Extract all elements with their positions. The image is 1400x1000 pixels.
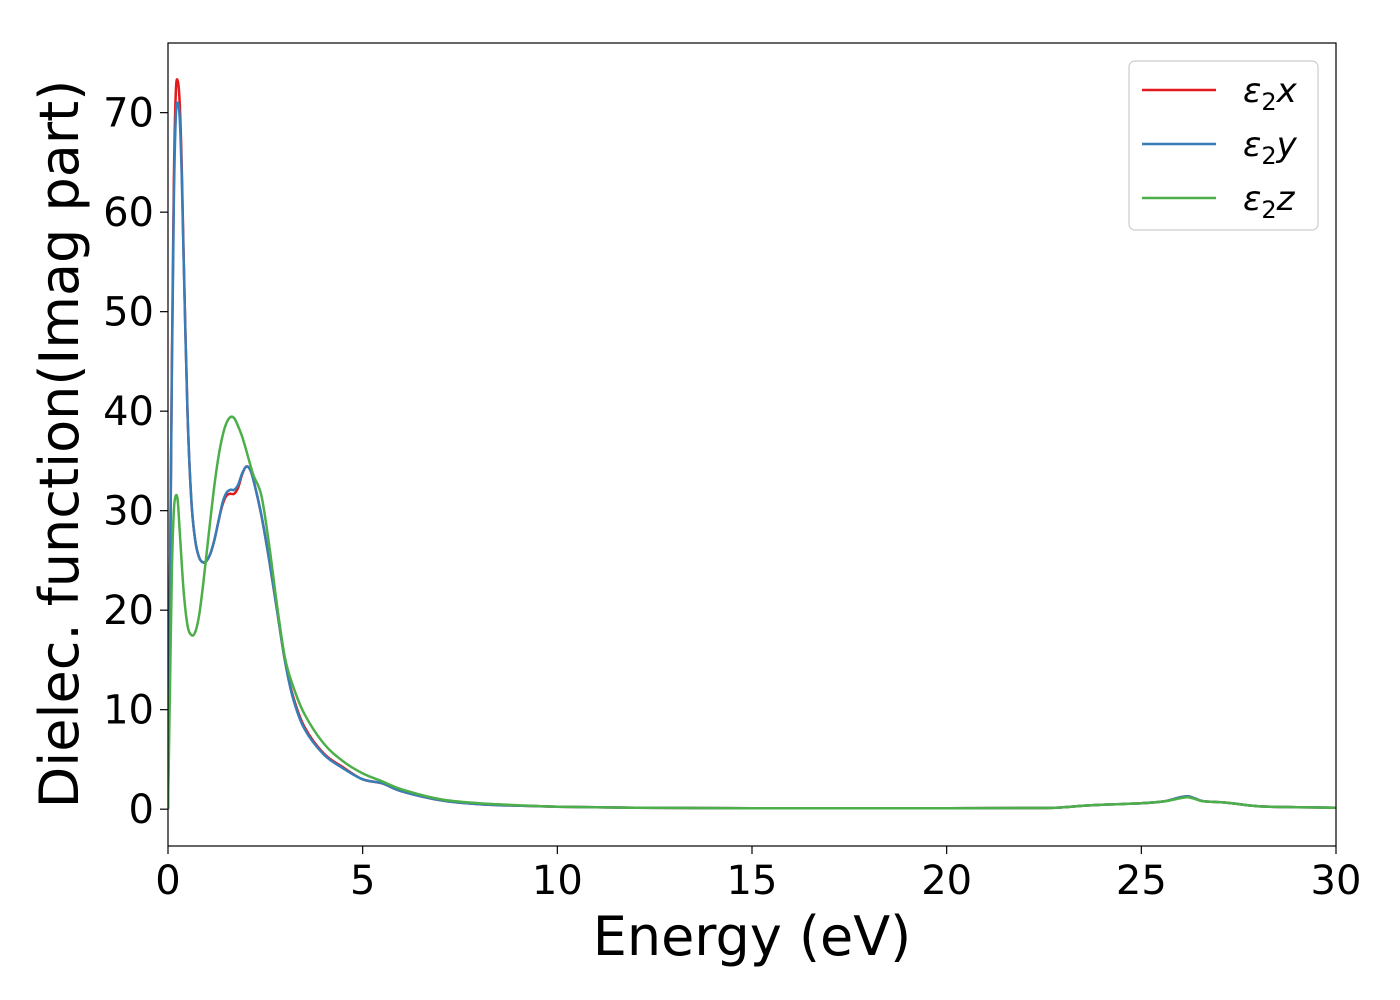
y-tick-label: 20 — [103, 588, 154, 634]
legend: ε2x ε2y ε2z — [1128, 60, 1319, 231]
series-line-z — [168, 415, 1336, 810]
legend-box — [1128, 60, 1319, 231]
legend-label: ε2y — [1243, 125, 1298, 170]
x-tick-label: 20 — [921, 858, 972, 904]
x-tick-label: 5 — [350, 858, 375, 904]
x-tick-label: 30 — [1311, 858, 1362, 904]
x-tick-label: 15 — [727, 858, 778, 904]
y-axis-ticks: 0 10 20 30 40 50 60 70 — [103, 91, 168, 833]
y-tick-label: 40 — [103, 389, 154, 435]
legend-label: ε2x — [1243, 71, 1298, 116]
y-tick-label: 50 — [103, 290, 154, 336]
series-layer — [168, 78, 1336, 810]
y-tick-label: 10 — [103, 688, 154, 734]
x-axis-ticks: 0 5 10 15 20 25 30 — [155, 846, 1361, 904]
y-tick-label: 0 — [129, 787, 154, 833]
y-tick-label: 60 — [103, 190, 154, 236]
y-axis-label: Dielec. function(Imag part) — [28, 80, 91, 809]
x-axis-label: Energy (eV) — [593, 905, 912, 968]
x-tick-label: 25 — [1116, 858, 1167, 904]
x-tick-label: 10 — [532, 858, 583, 904]
x-tick-label: 0 — [155, 858, 180, 904]
y-tick-label: 70 — [103, 91, 154, 137]
legend-label: ε2z — [1243, 179, 1296, 224]
y-tick-label: 30 — [103, 489, 154, 535]
